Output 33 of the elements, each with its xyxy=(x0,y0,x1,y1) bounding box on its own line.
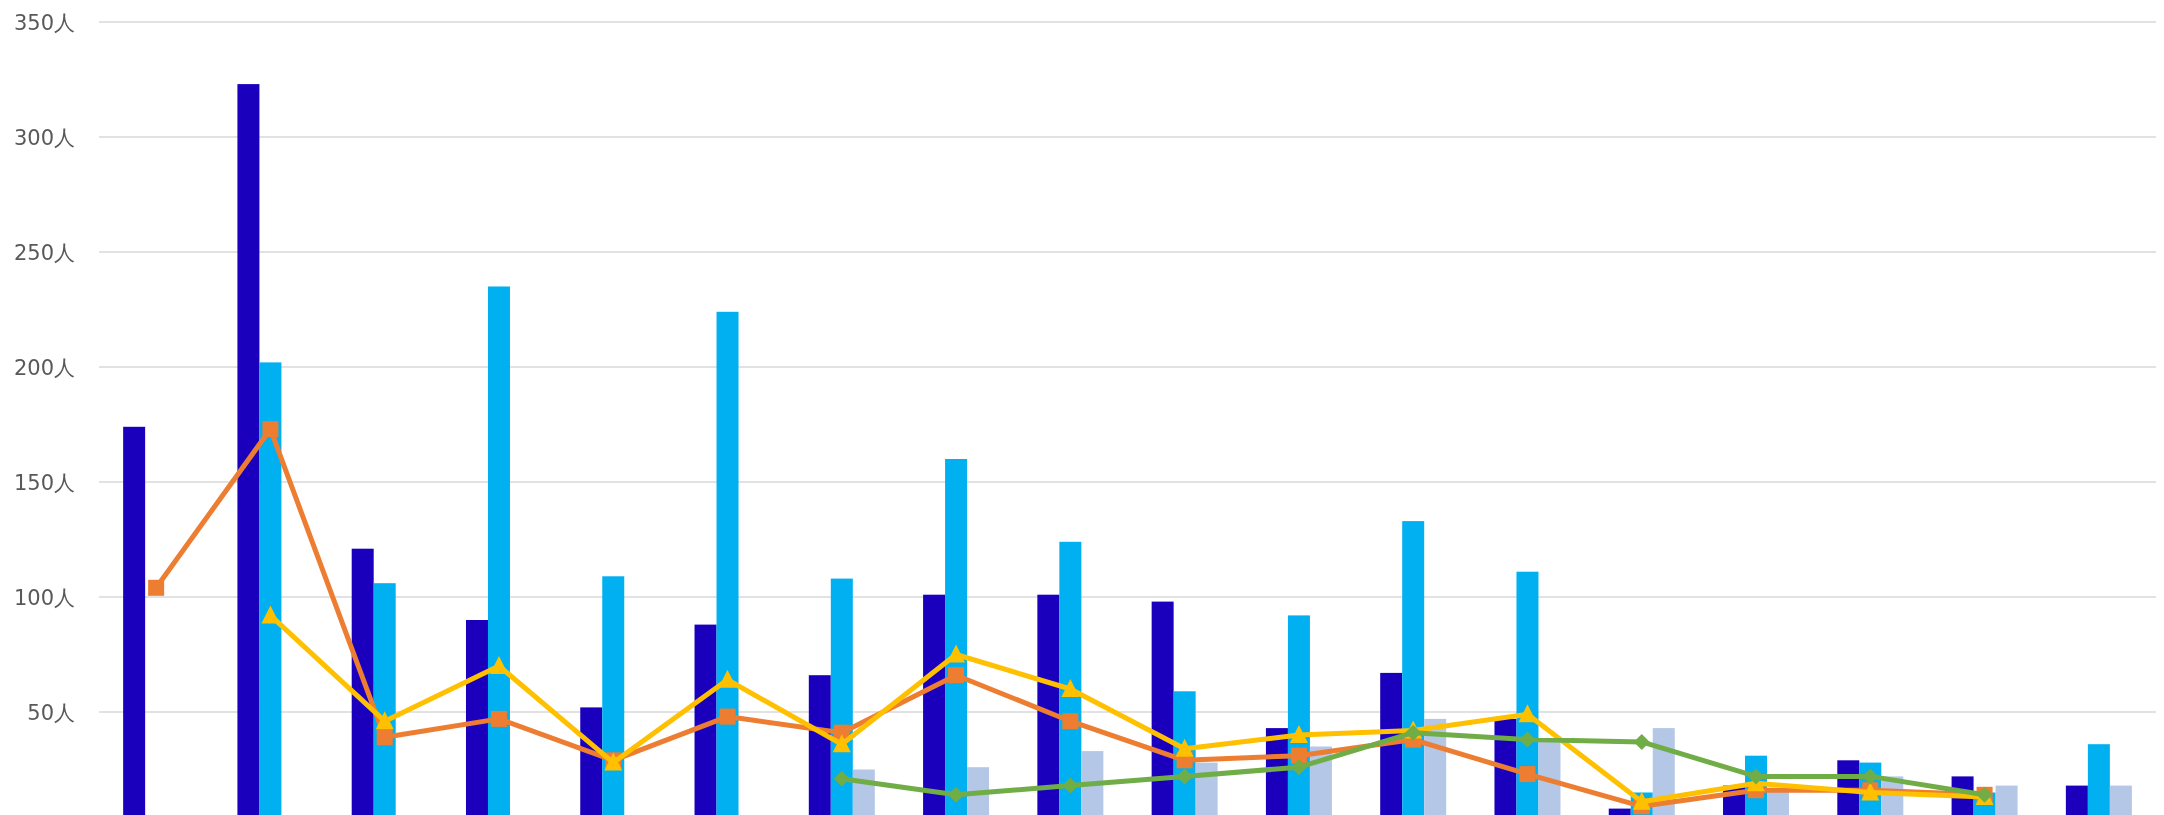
point xyxy=(148,579,165,596)
point xyxy=(1632,791,1651,810)
point xyxy=(718,669,737,688)
point xyxy=(1062,713,1079,730)
point xyxy=(833,770,850,787)
y-tick-label: 300人 xyxy=(13,126,75,150)
point xyxy=(1290,747,1307,764)
y-tick-label: 200人 xyxy=(13,356,75,380)
point xyxy=(1519,731,1536,748)
y-tick-label: 100人 xyxy=(13,586,75,610)
point xyxy=(1405,724,1422,741)
point xyxy=(1061,679,1080,697)
y-tick-label: 350人 xyxy=(13,11,75,35)
y-tick-label: 250人 xyxy=(13,241,75,265)
point xyxy=(376,729,393,746)
point xyxy=(262,421,279,438)
point xyxy=(948,786,965,803)
point xyxy=(832,734,851,753)
point xyxy=(719,708,736,725)
point xyxy=(1176,768,1193,785)
point xyxy=(375,711,394,730)
point xyxy=(1519,766,1536,783)
point xyxy=(489,656,508,674)
point xyxy=(948,667,965,684)
y-tick-label: 50人 xyxy=(27,701,75,725)
point xyxy=(1175,738,1194,757)
point xyxy=(1518,704,1537,723)
y-tick-label: 150人 xyxy=(13,471,75,495)
point xyxy=(1062,777,1079,794)
point xyxy=(1289,725,1308,743)
point xyxy=(1290,759,1307,776)
point xyxy=(490,710,507,727)
point xyxy=(947,644,966,663)
